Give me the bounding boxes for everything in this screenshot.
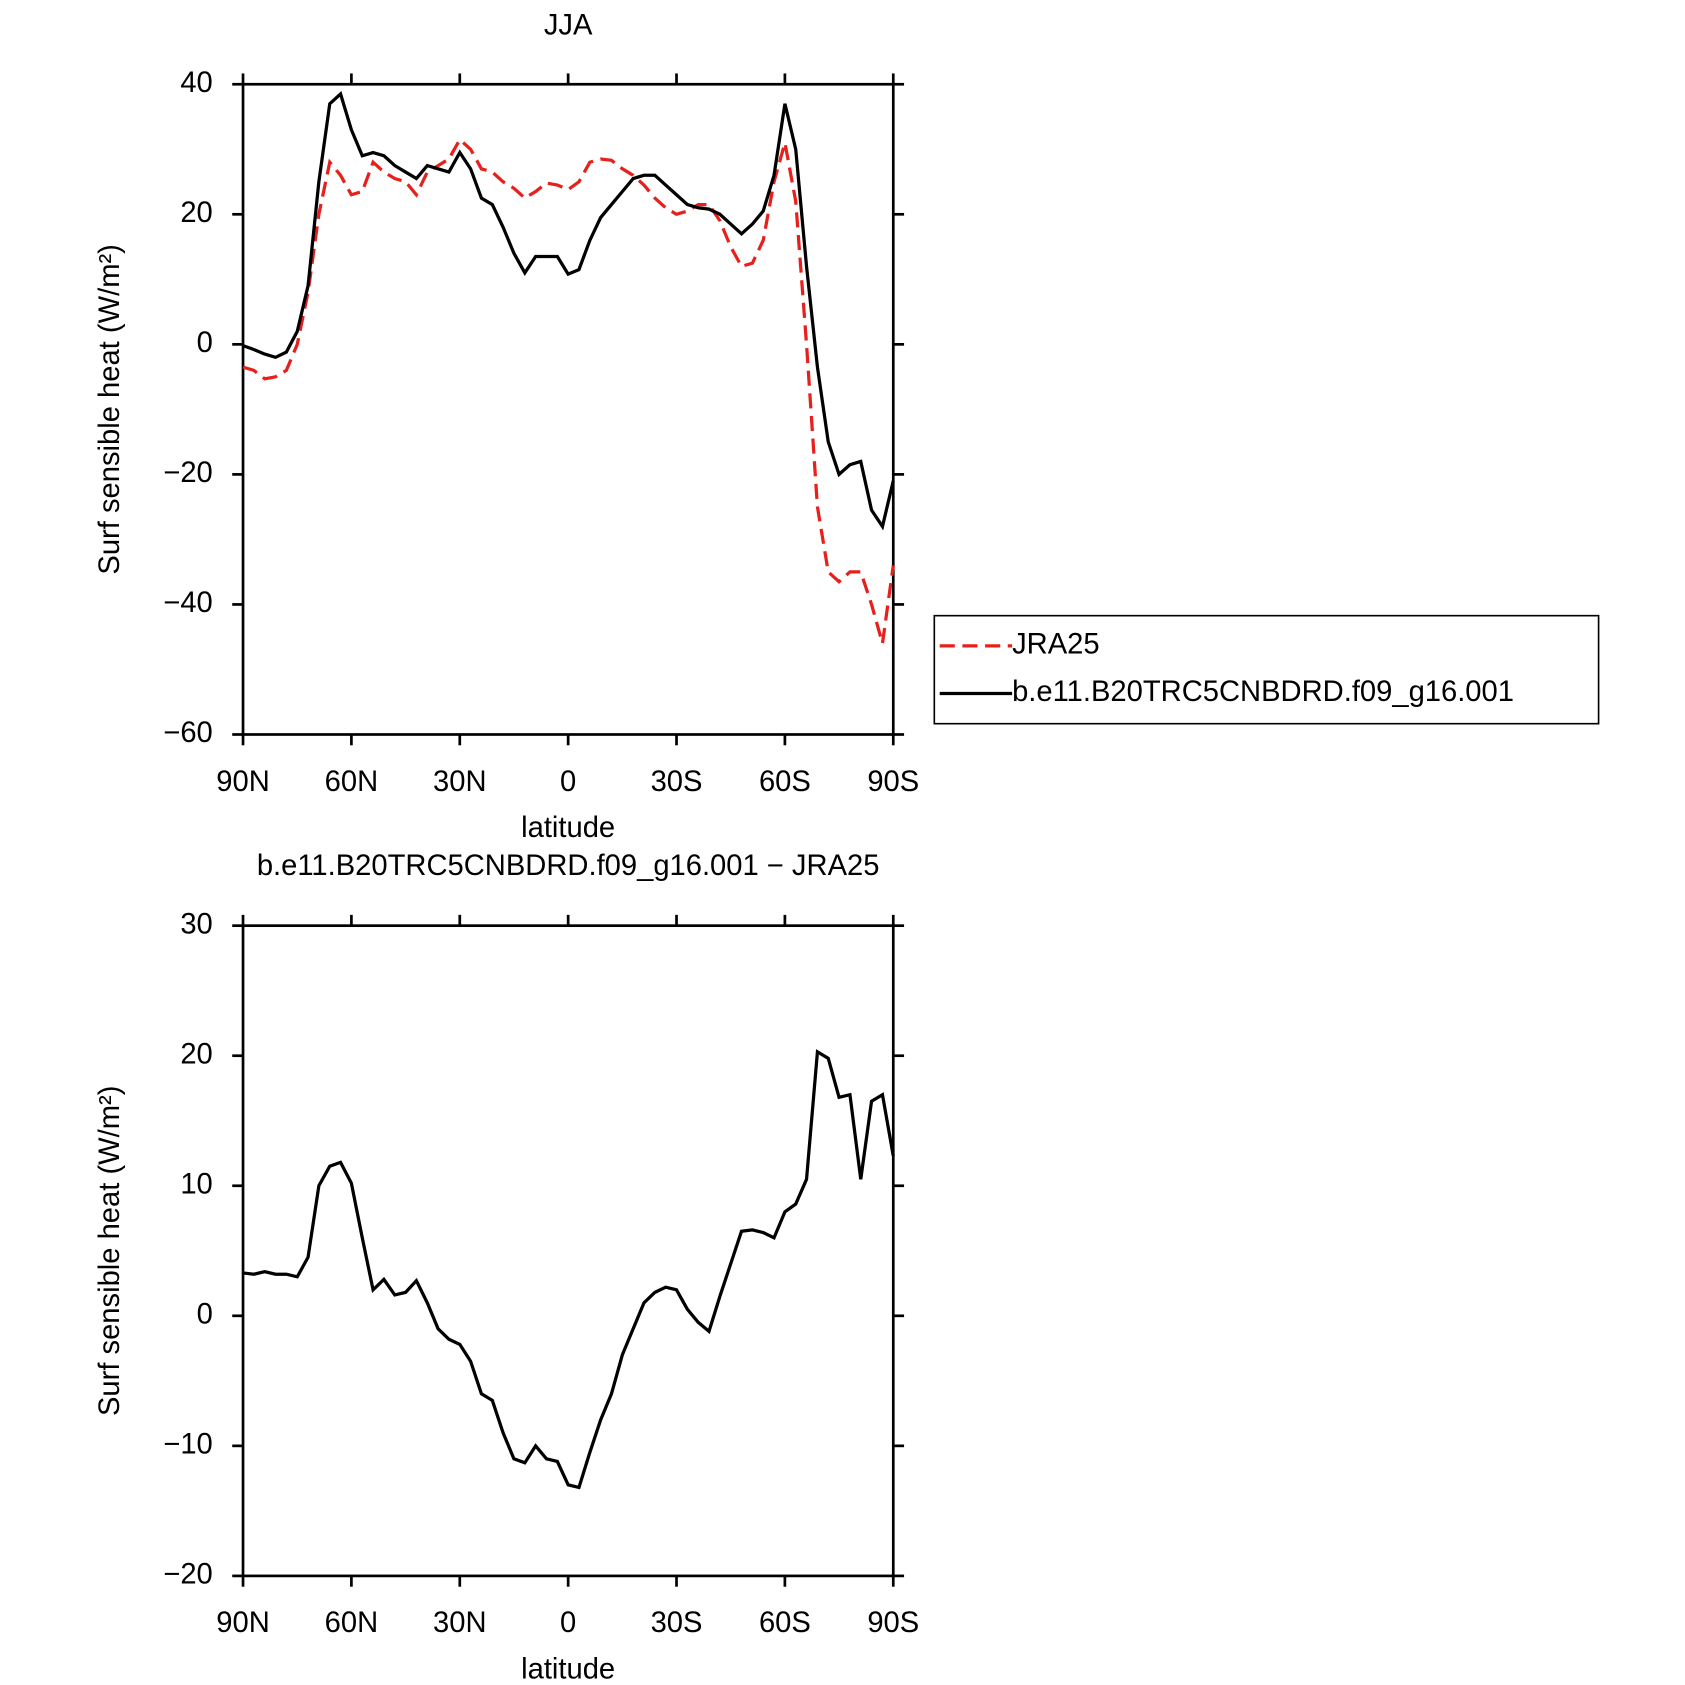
- y-tick-label: 30: [180, 908, 212, 940]
- x-tick-label: 90S: [867, 1607, 919, 1639]
- x-tick-label: 60N: [325, 1607, 379, 1639]
- x-tick-label: 60S: [759, 766, 811, 798]
- y-tick-label: −10: [163, 1429, 212, 1461]
- x-tick-label: 30N: [433, 1607, 487, 1639]
- y-tick-label: −20: [163, 457, 212, 489]
- x-tick-label: 90N: [216, 1607, 270, 1639]
- x-tick-label: 60S: [759, 1607, 811, 1639]
- x-tick-label: 60N: [325, 766, 379, 798]
- x-axis-label: latitude: [521, 1654, 615, 1685]
- y-axis-label: Surf sensible heat (W/m²): [94, 244, 126, 575]
- legend-label: JRA25: [1012, 629, 1100, 661]
- chart-title: JJA: [544, 10, 593, 42]
- y-tick-label: 0: [197, 1299, 213, 1331]
- plot-frame: [241, 82, 895, 736]
- x-tick-label: 30N: [433, 766, 487, 798]
- data-line: [242, 91, 895, 531]
- x-tick-label: 90N: [216, 766, 270, 798]
- legend-box: [933, 614, 1600, 725]
- y-axis-label: Surf sensible heat (W/m²): [94, 1086, 126, 1417]
- y-tick-label: 0: [197, 327, 213, 359]
- x-tick-label: 30S: [651, 766, 703, 798]
- y-tick-label: 10: [180, 1168, 212, 1200]
- x-tick-label: 90S: [867, 766, 919, 798]
- x-tick-label: 0: [560, 1607, 576, 1639]
- x-tick-label: 0: [560, 766, 576, 798]
- y-tick-label: −20: [163, 1559, 212, 1591]
- plot-frame: [241, 924, 895, 1578]
- y-tick-label: −60: [163, 717, 212, 749]
- y-tick-label: 40: [180, 67, 212, 99]
- y-tick-label: 20: [180, 197, 212, 229]
- data-line: [242, 1049, 895, 1490]
- x-tick-label: 30S: [651, 1607, 703, 1639]
- y-tick-label: −40: [163, 587, 212, 619]
- chart-title: b.e11.B20TRC5CNBDRD.f09_g16.001 − JRA25: [257, 850, 880, 882]
- y-tick-label: 20: [180, 1038, 212, 1070]
- legend-label: b.e11.B20TRC5CNBDRD.f09_g16.001: [1012, 676, 1514, 708]
- data-line: [242, 136, 895, 644]
- x-axis-label: latitude: [521, 812, 615, 844]
